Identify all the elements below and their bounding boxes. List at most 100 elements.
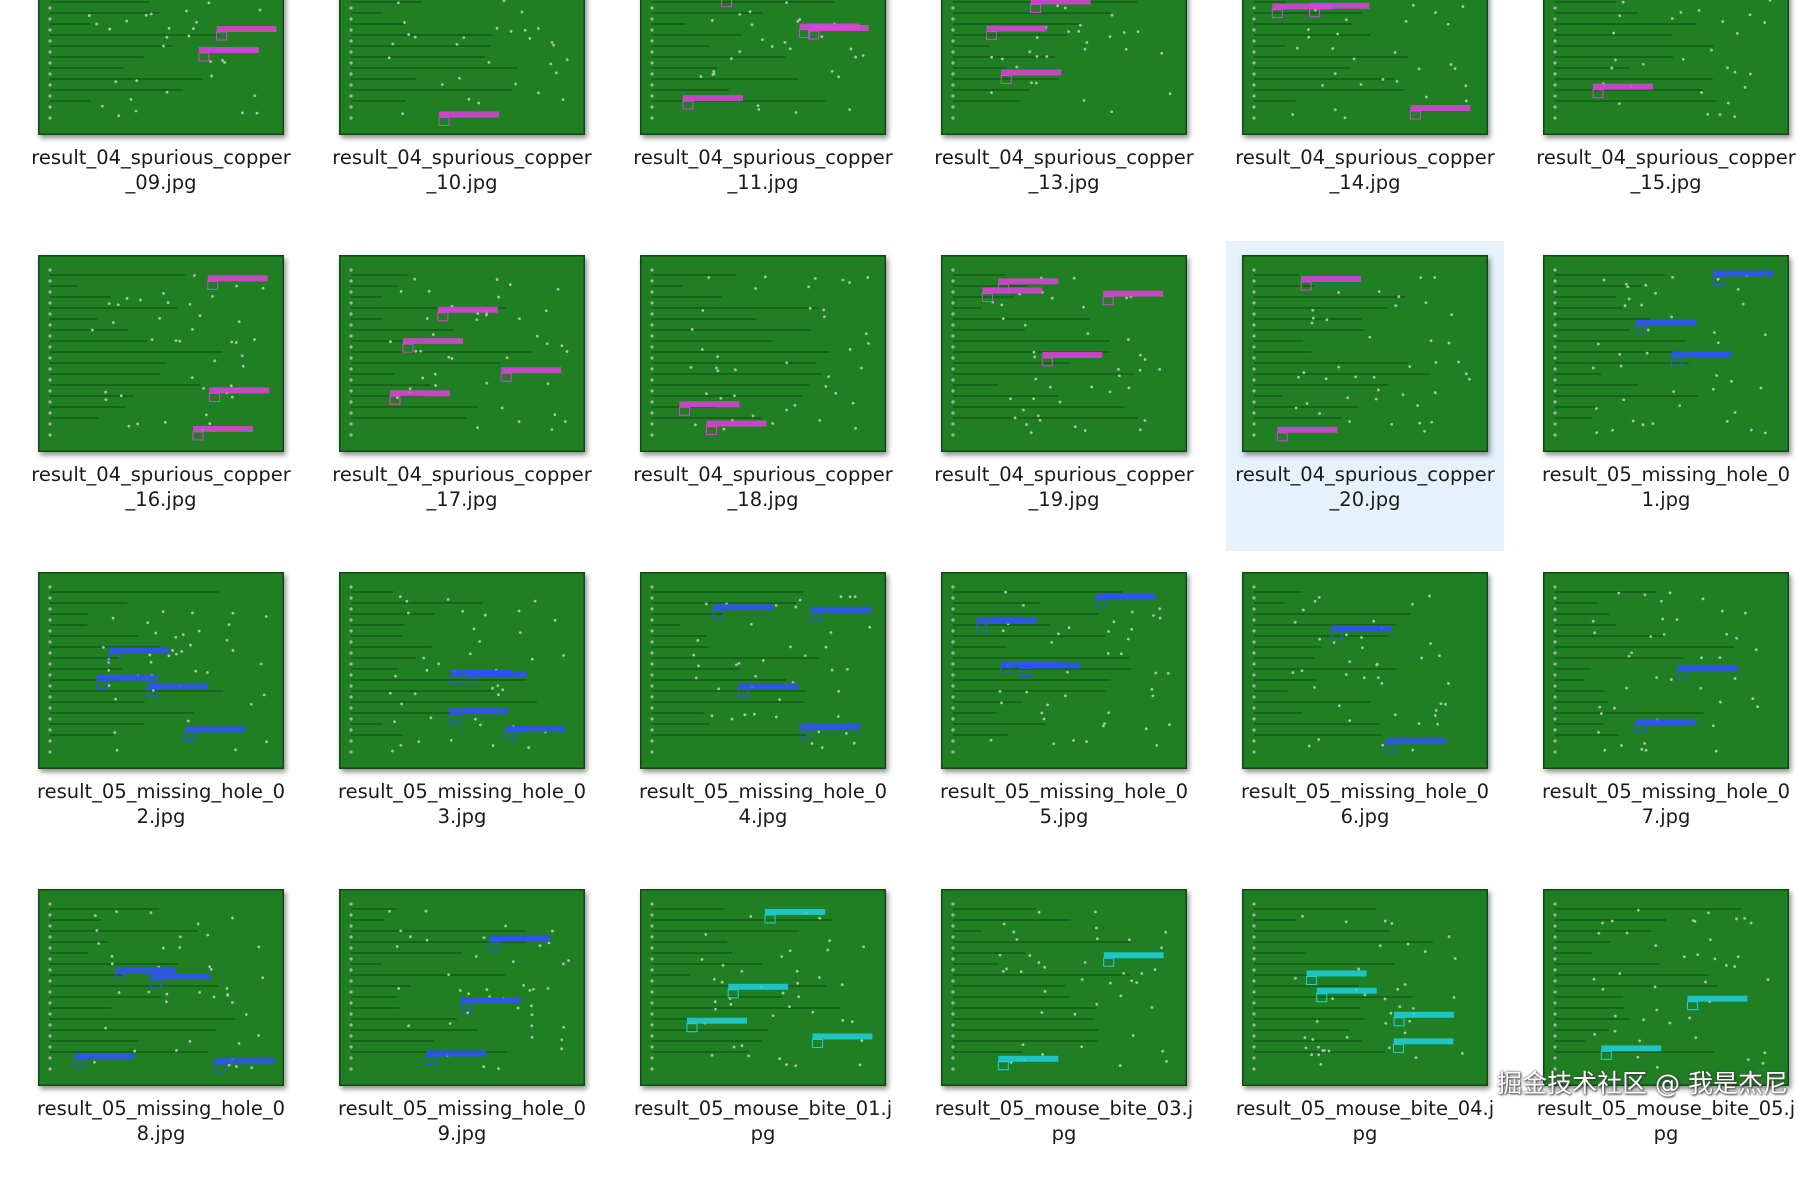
pad	[1034, 377, 1038, 381]
pad	[400, 702, 403, 706]
pad	[747, 1054, 751, 1058]
pad	[650, 935, 654, 939]
file-item[interactable]: result_04_spurious_copper_14.jpg	[1226, 0, 1504, 234]
pad	[48, 433, 52, 437]
pad	[1252, 17, 1256, 21]
pad	[518, 317, 521, 321]
pad	[48, 979, 52, 983]
file-item[interactable]: result_04_spurious_copper_10.jpg	[323, 0, 601, 234]
pad	[349, 6, 353, 10]
pad	[1317, 1053, 1320, 1057]
pad	[174, 652, 178, 656]
pad	[1336, 32, 1340, 36]
file-item[interactable]: result_05_missing_hole_08.jpg	[22, 875, 300, 1185]
pad	[48, 301, 52, 305]
file-explorer: result_04_spurious_copper_09.jpg result_0…	[22, 0, 1805, 1145]
pad	[951, 684, 955, 688]
pad	[1733, 965, 1737, 968]
pad	[1553, 662, 1557, 666]
file-item[interactable]: result_05_missing_hole_09.jpg	[323, 875, 601, 1185]
detection-label	[185, 726, 246, 733]
pad	[230, 340, 234, 344]
pad	[552, 43, 556, 47]
file-item[interactable]: result_05_missing_hole_02.jpg	[22, 558, 300, 868]
pad	[349, 389, 353, 393]
pad	[951, 618, 955, 622]
pad	[1107, 711, 1111, 715]
pad	[500, 406, 504, 410]
detection-label	[198, 46, 259, 53]
file-item[interactable]: result_04_spurious_copper_11.jpg	[624, 0, 902, 234]
pad	[1252, 301, 1256, 305]
detection-box	[1271, 9, 1283, 19]
file-item[interactable]: result_05_missing_hole_07.jpg	[1527, 558, 1805, 868]
pad	[951, 662, 955, 666]
file-item[interactable]: result_05_mouse_bite_03.jpg	[925, 875, 1203, 1185]
pad	[546, 987, 550, 990]
pad	[817, 730, 821, 734]
detection-label	[209, 387, 270, 394]
pad	[1380, 682, 1384, 685]
file-item[interactable]: result_04_spurious_copper_15.jpg	[1527, 0, 1805, 234]
pad	[230, 1001, 234, 1004]
pad	[536, 27, 540, 30]
pad	[1022, 408, 1025, 412]
file-item[interactable]: result_05_missing_hole_05.jpg	[925, 558, 1203, 868]
pad	[1136, 30, 1140, 34]
pad	[1085, 41, 1089, 44]
pad	[1434, 360, 1438, 364]
pad	[161, 946, 165, 950]
pad	[158, 316, 162, 320]
file-item[interactable]: result_04_spurious_copper_18.jpg	[624, 241, 902, 551]
file-item[interactable]: result_05_missing_hole_06.jpg	[1226, 558, 1504, 868]
detection-box	[721, 0, 733, 8]
pad	[1252, 94, 1256, 98]
pad	[178, 339, 182, 343]
file-item[interactable]: result_05_missing_hole_01.jpg	[1527, 241, 1805, 551]
pad	[474, 717, 477, 721]
file-item[interactable]: result_04_spurious_copper_19.jpg	[925, 241, 1203, 551]
pad	[1252, 433, 1256, 437]
pad	[234, 341, 238, 344]
pad	[839, 595, 843, 599]
detection-label	[1272, 3, 1333, 10]
pad	[163, 420, 167, 424]
pad	[1324, 377, 1328, 381]
file-item[interactable]: result_05_missing_hole_03.jpg	[323, 558, 601, 868]
pad	[1553, 105, 1557, 109]
pad	[209, 60, 212, 63]
file-item[interactable]: result_05_missing_hole_04.jpg	[624, 558, 902, 868]
detection-box	[500, 372, 512, 382]
pad	[721, 963, 725, 967]
pad	[1252, 1067, 1256, 1071]
pad	[1252, 116, 1256, 120]
pad	[710, 1053, 714, 1057]
pad	[190, 328, 194, 331]
pad	[1040, 711, 1044, 715]
pcb	[941, 572, 1187, 769]
file-item[interactable]: result_04_spurious_copper_17.jpg	[323, 241, 601, 551]
file-item[interactable]: result_04_spurious_copper_09.jpg	[22, 0, 300, 234]
pad	[544, 309, 548, 313]
pad	[1553, 684, 1557, 688]
file-item[interactable]: result_04_spurious_copper_16.jpg	[22, 241, 300, 551]
pad	[1592, 977, 1596, 981]
file-item[interactable]: result_05_mouse_bite_01.jpg	[624, 875, 902, 1185]
file-item[interactable]: result_05_mouse_bite_04.jpg	[1226, 875, 1504, 1185]
pad	[1383, 919, 1387, 923]
pad	[482, 1065, 486, 1069]
pad	[1348, 719, 1352, 722]
pad	[699, 75, 703, 79]
pad	[208, 422, 212, 426]
pad	[545, 342, 549, 346]
file-item[interactable]: result_04_spurious_copper_20.jpg	[1226, 241, 1504, 551]
pad	[951, 378, 955, 382]
pad	[48, 268, 52, 272]
pad	[1389, 1011, 1393, 1015]
thumbnail	[640, 255, 886, 452]
pad	[1408, 1019, 1412, 1023]
file-item[interactable]: result_04_spurious_copper_13.jpg	[925, 0, 1203, 234]
pad	[391, 42, 395, 46]
pad	[95, 929, 99, 932]
file-item[interactable]: result_05_mouse_bite_05.jpg	[1527, 875, 1805, 1185]
